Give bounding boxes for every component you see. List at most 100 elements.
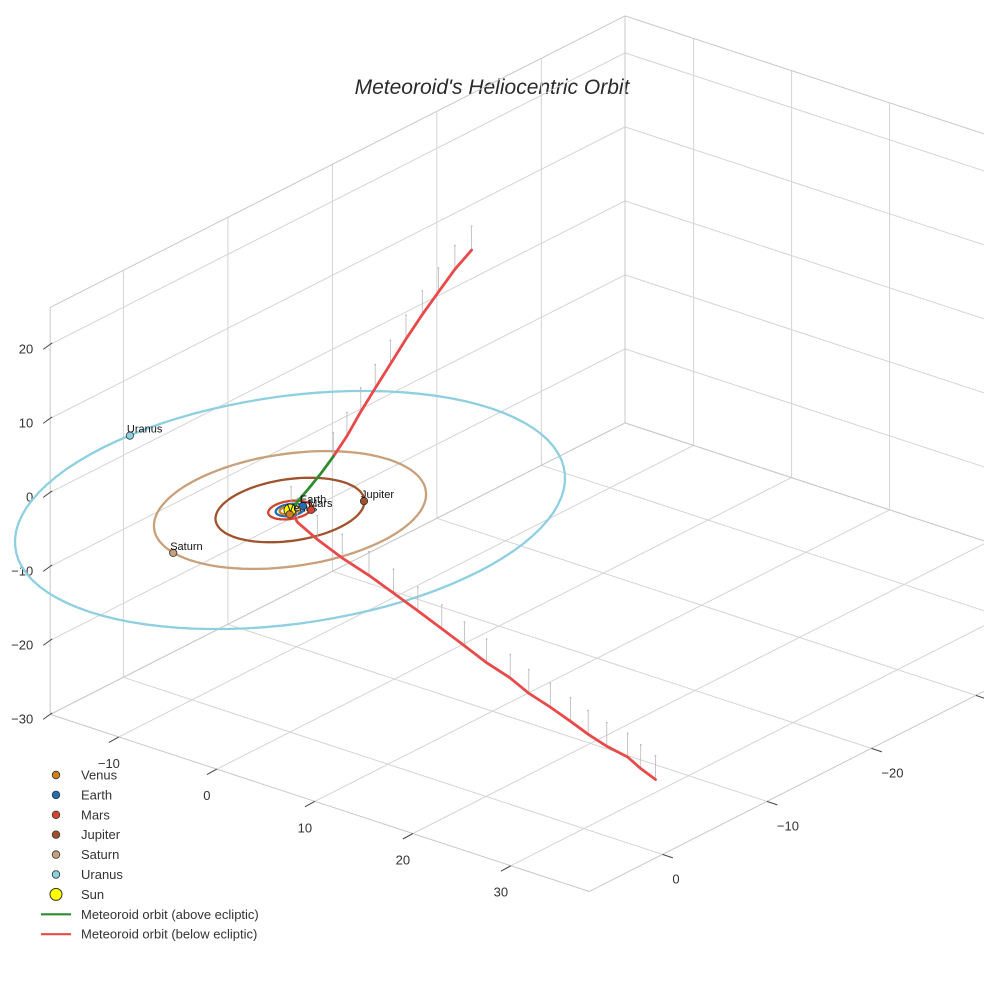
- x-tick-mark: [108, 736, 120, 743]
- drop-point: [389, 339, 392, 342]
- planet-label-earth: Earth: [300, 494, 326, 506]
- drop-point: [359, 387, 362, 389]
- grid-line-floor-x: [412, 543, 984, 834]
- legend-item-uranus[interactable]: Uranus: [51, 867, 123, 882]
- grid-line-floor-x: [314, 509, 890, 802]
- legend-label: Jupiter: [81, 827, 121, 842]
- drop-point: [626, 732, 629, 735]
- drop-point: [332, 432, 335, 434]
- drop-point: [440, 604, 443, 606]
- x-tick-mark: [402, 833, 414, 840]
- drop-point: [587, 709, 590, 712]
- planet-label-saturn: Saturn: [170, 541, 202, 553]
- legend-label: Meteoroid orbit (above ecliptic): [81, 907, 259, 922]
- planet-mars[interactable]: [306, 505, 316, 514]
- meteoroid-orbit-above: [289, 455, 335, 512]
- legend-label: Mars: [81, 807, 110, 822]
- z-tick-mark: [42, 712, 53, 720]
- grid-line-sidewall-z: [624, 200, 984, 320]
- legend-item-sun[interactable]: Sun: [49, 887, 104, 902]
- z-tick-label: −30: [11, 711, 33, 726]
- planet-venus[interactable]: [285, 510, 294, 519]
- drop-point: [296, 497, 299, 500]
- drop-point: [463, 621, 466, 623]
- y-tick-label: 0: [672, 871, 679, 886]
- legend-label: Meteoroid orbit (below ecliptic): [81, 927, 257, 942]
- drop-point: [654, 754, 657, 757]
- grid-line-backwall-z: [49, 348, 626, 641]
- grid-line-floor-y: [436, 517, 977, 696]
- legend-swatch: [51, 830, 61, 839]
- planet-label-uranus: Uranus: [127, 424, 163, 436]
- grid-line-floor-x: [216, 477, 792, 770]
- drop-point: [421, 290, 424, 292]
- z-tick-mark: [42, 490, 53, 498]
- drop-point: [368, 550, 370, 553]
- x-tick-label: 10: [298, 820, 312, 835]
- z-tick-mark: [42, 564, 53, 572]
- orbit-uranus: [13, 389, 567, 631]
- box-edge: [624, 422, 984, 542]
- grid-line-backwall-z: [49, 126, 626, 419]
- y-tick-label: −20: [881, 765, 903, 780]
- y-tick-mark: [871, 747, 883, 753]
- legend-swatch: [51, 870, 61, 879]
- meteoroid-orbit-below-1: [331, 248, 473, 458]
- chart-title: Meteoroid's Heliocentric Orbit: [355, 76, 631, 99]
- grid: [49, 15, 984, 892]
- grid-line-floor-x: [118, 444, 694, 738]
- orbit-mars: [267, 499, 313, 521]
- planet-uranus[interactable]: [125, 431, 134, 440]
- grid-line-backwall-z: [49, 200, 626, 493]
- box-edge: [49, 422, 626, 715]
- drop-point: [374, 363, 377, 366]
- legend-item-meteoroid-orbit-below-ecliptic[interactable]: Meteoroid orbit (below ecliptic): [41, 927, 257, 942]
- drop-point: [437, 267, 440, 270]
- legend-label: Uranus: [81, 867, 123, 882]
- legend-item-venus[interactable]: Venus: [51, 768, 118, 783]
- drop-point: [417, 586, 419, 589]
- x-tick-mark: [304, 800, 316, 808]
- x-tick-mark: [500, 865, 512, 872]
- drop-point: [509, 653, 512, 656]
- x-tick-label: 0: [203, 788, 210, 803]
- box-edge: [589, 690, 984, 892]
- z-tick-mark: [42, 416, 53, 424]
- grid-line-sidewall-z: [624, 348, 984, 468]
- orbit-jupiter: [214, 476, 366, 544]
- drop-point: [569, 696, 572, 699]
- planet-label-jupiter: Jupiter: [361, 489, 394, 501]
- y-tick-mark: [766, 800, 778, 806]
- box-edge: [624, 15, 984, 135]
- legend-item-jupiter[interactable]: Jupiter: [51, 827, 121, 842]
- y-tick-mark: [662, 853, 674, 859]
- drop-point: [454, 244, 456, 247]
- legend-item-mars[interactable]: Mars: [51, 807, 110, 822]
- drop-point: [639, 743, 642, 746]
- drop-point: [405, 314, 407, 317]
- drop-point: [470, 225, 473, 228]
- z-tick-mark: [42, 638, 53, 646]
- grid-line-floor-y: [227, 623, 768, 802]
- planet-earth[interactable]: [298, 501, 307, 510]
- grid-line-backwall-z: [49, 274, 626, 567]
- legend-label: Earth: [81, 787, 112, 802]
- legend-item-meteoroid-orbit-above-ecliptic[interactable]: Meteoroid orbit (above ecliptic): [41, 907, 259, 922]
- grid-line-floor-y: [541, 464, 984, 612]
- y-tick-mark: [975, 694, 984, 699]
- grid-line-floor-x: [510, 625, 984, 867]
- z-tick-label: 10: [19, 415, 33, 430]
- planet-saturn[interactable]: [169, 548, 178, 558]
- legend-item-earth[interactable]: Earth: [51, 787, 112, 802]
- drop-point: [341, 533, 344, 536]
- legend-label: Sun: [81, 887, 104, 902]
- legend-swatch: [51, 810, 61, 819]
- legend-item-saturn[interactable]: Saturn: [51, 847, 119, 862]
- grid-line-sidewall-z: [624, 126, 984, 246]
- planet-jupiter[interactable]: [359, 496, 369, 506]
- legend-swatch: [51, 790, 61, 800]
